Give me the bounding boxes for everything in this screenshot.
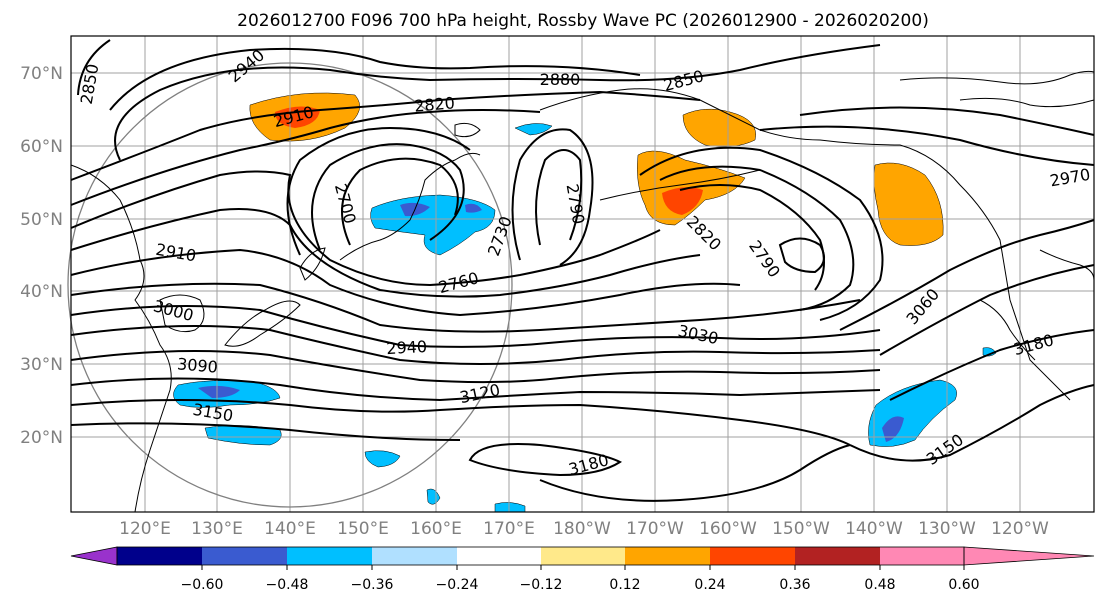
figure-title: 2026012700 F096 700 hPa height, Rossby W… — [237, 11, 929, 31]
lon-label: 120°E — [119, 519, 171, 539]
latitude-labels: 70°N 60°N 50°N 40°N 30°N 20°N — [20, 64, 63, 448]
lon-label: 140°W — [845, 519, 903, 539]
colorbar-extend-low — [70, 546, 118, 566]
colorbar-tick-label: 0.48 — [864, 577, 895, 593]
colorbar-tick-label: 0.24 — [694, 577, 725, 593]
colorbar-segment — [880, 547, 964, 565]
colorbar-tick-label: −0.60 — [181, 577, 224, 593]
colorbar-segment — [117, 547, 202, 565]
colorbar-tick-label: 0.60 — [948, 577, 979, 593]
colorbar-segment — [287, 547, 372, 565]
colorbar-tick-label: −0.48 — [266, 577, 309, 593]
colorbar: −0.60 −0.48 −0.36 −0.24 −0.12 0.12 0.24 … — [70, 546, 1095, 593]
contour-label: 2880 — [540, 70, 581, 89]
contour-label: 3090 — [176, 354, 218, 376]
colorbar-tick-label: −0.24 — [436, 577, 479, 593]
lat-label: 20°N — [20, 428, 63, 448]
lat-label: 60°N — [20, 137, 63, 157]
colorbar-tick-label: 0.12 — [609, 577, 640, 593]
colorbar-ticks — [201, 565, 965, 570]
contour-label: 2820 — [413, 93, 455, 115]
height-contours — [70, 39, 1095, 502]
colorbar-segment — [541, 547, 625, 565]
lon-label: 130°E — [191, 519, 243, 539]
colorbar-segment — [457, 547, 541, 565]
negative-anomaly-shading — [173, 123, 997, 513]
colorbar-tick-label: −0.12 — [520, 577, 563, 593]
coastlines — [70, 70, 1095, 513]
colorbar-segment — [795, 547, 880, 565]
lon-label: 160°W — [699, 519, 757, 539]
reference-circle — [67, 62, 513, 508]
map-frame — [70, 35, 1095, 513]
colorbar-tick-label: 0.36 — [779, 577, 810, 593]
colorbar-extend-high — [963, 546, 1095, 566]
lon-label: 170°E — [483, 519, 535, 539]
lon-label: 150°E — [337, 519, 389, 539]
lon-label: 180°W — [553, 519, 611, 539]
lat-label: 50°N — [20, 210, 63, 230]
lon-label: 160°E — [410, 519, 462, 539]
lat-label: 40°N — [20, 282, 63, 302]
longitude-labels: 120°E 130°E 140°E 150°E 160°E 170°E 180°… — [119, 519, 1049, 539]
colorbar-tick-label: −0.36 — [351, 577, 394, 593]
colorbar-segment — [625, 547, 710, 565]
lon-label: 150°W — [772, 519, 830, 539]
lon-label: 130°W — [918, 519, 976, 539]
lat-label: 70°N — [20, 64, 63, 84]
lat-label: 30°N — [20, 355, 63, 375]
lon-label: 120°W — [991, 519, 1049, 539]
colorbar-segment — [710, 547, 795, 565]
contour-label: 2940 — [386, 337, 428, 358]
lon-label: 170°W — [626, 519, 684, 539]
colorbar-segment — [202, 547, 287, 565]
colorbar-segment — [372, 547, 457, 565]
lon-label: 140°E — [264, 519, 316, 539]
